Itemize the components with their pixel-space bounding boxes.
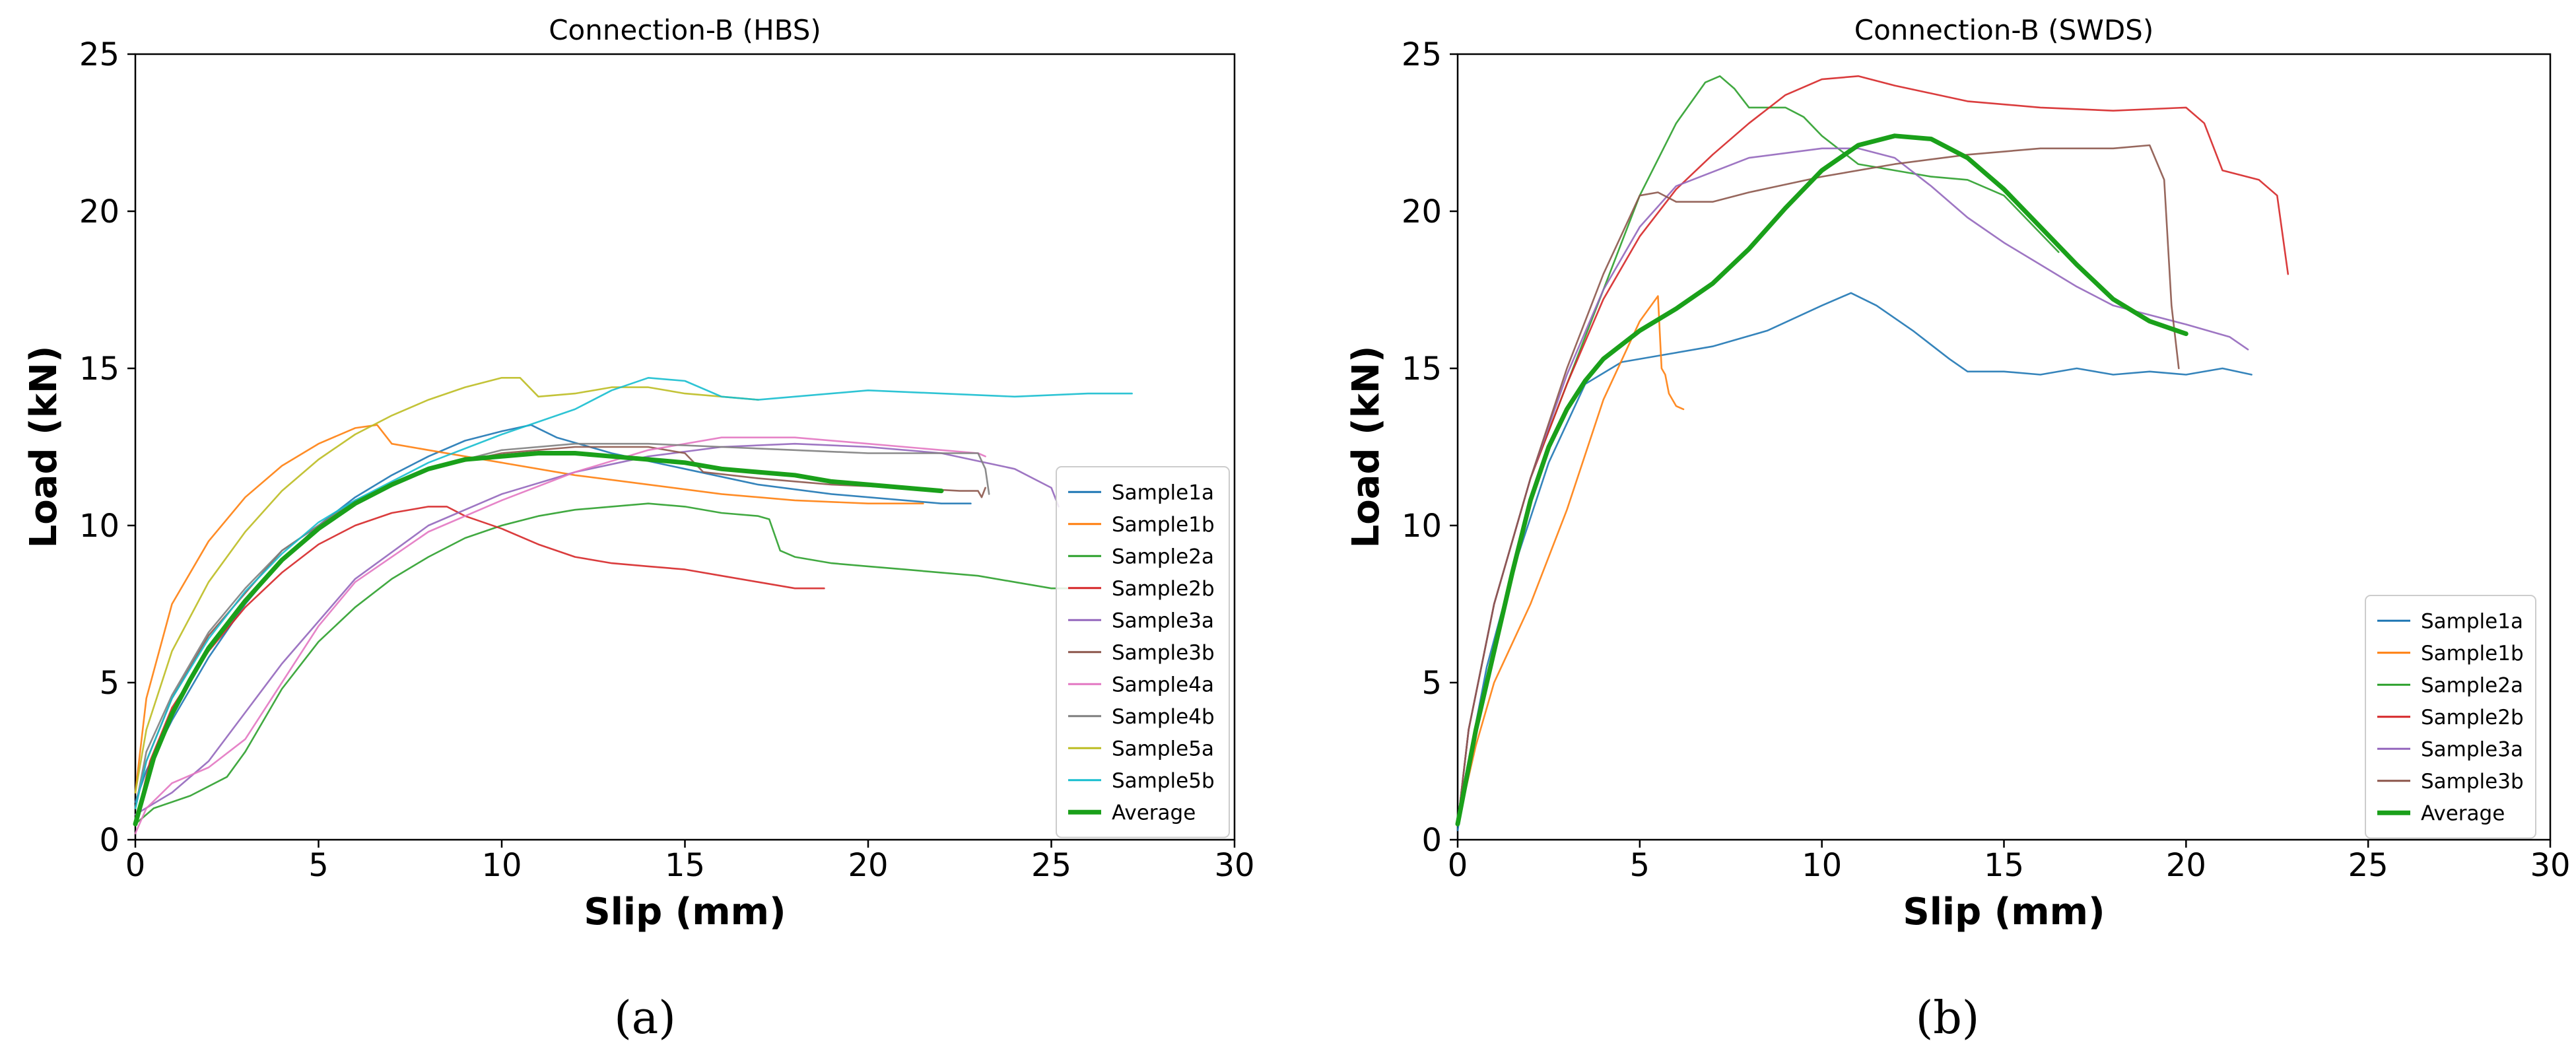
p0-legend-label: Sample5a (1112, 737, 1214, 761)
p0-legend-label: Sample4a (1112, 673, 1214, 696)
p0-series-line-sample3b (134, 446, 986, 809)
p1-x-tick-label: 0 (1448, 847, 1468, 884)
p1-panel-label: (b) (1916, 992, 1980, 1044)
p0-x-tick-label: 20 (848, 847, 888, 884)
p1-legend-label: Sample1a (2421, 609, 2523, 633)
p0-legend-label: Sample1b (1112, 513, 1215, 537)
p0-x-tick-label: 0 (125, 847, 146, 884)
p1-legend-label: Sample2b (2421, 706, 2524, 729)
p1-series-line-sample3b (1456, 144, 2180, 825)
p1-y-tick-label: 5 (1421, 665, 1442, 702)
p0-x-tick-label: 15 (665, 847, 705, 884)
p1-legend-box (2365, 595, 2536, 839)
p1-x-tick-label: 5 (1630, 847, 1650, 884)
p0-legend-label: Sample3b (1112, 641, 1215, 665)
p1-legend-label: Sample3a (2421, 737, 2523, 761)
p0-y-axis-label: Load (kN) (22, 346, 65, 549)
p1-x-tick-label: 20 (2166, 847, 2206, 884)
p0-x-tick-label: 25 (1031, 847, 1071, 884)
p0-x-tick-label: 5 (308, 847, 329, 884)
p0-series-line-sample4b (134, 442, 990, 809)
p1-series-line-sample2b (1456, 75, 2289, 825)
p0-series-line-sample3a (134, 442, 1060, 816)
p1-y-tick-label: 25 (1402, 36, 1442, 73)
p1-legend-label: Average (2421, 801, 2505, 825)
p1-y-tick-label: 20 (1402, 193, 1442, 230)
p0-panel-label: (a) (614, 992, 676, 1044)
p0-y-tick-label: 20 (79, 193, 119, 230)
p1-x-tick-label: 15 (1984, 847, 2024, 884)
p0-x-tick-label: 30 (1214, 847, 1254, 884)
p0-series-line-sample1b (134, 424, 924, 794)
p0-series-line-sample1a (134, 424, 972, 803)
p1-x-tick-label: 30 (2530, 847, 2570, 884)
p0-y-tick-label: 0 (99, 822, 119, 859)
p1-legend-label: Sample3b (2421, 770, 2524, 794)
p1-series-line-average (1455, 133, 2188, 827)
p0-legend-label: Sample5b (1112, 769, 1215, 793)
p0-x-axis-label: Slip (mm) (584, 891, 786, 933)
p0-chart-title: Connection-B (HBS) (549, 14, 821, 46)
p0-legend-label: Sample2b (1112, 577, 1215, 601)
p0-legend-label: Sample2a (1112, 545, 1214, 568)
p1-y-tick-label: 10 (1402, 508, 1442, 545)
p0-y-tick-label: 15 (79, 351, 119, 388)
p1-x-tick-label: 10 (1802, 847, 1842, 884)
p0-y-tick-label: 25 (79, 36, 119, 73)
p1-y-tick-label: 0 (1421, 822, 1442, 859)
p0-legend-box (1056, 466, 1230, 838)
p1-chart-title: Connection-B (SWDS) (1854, 14, 2153, 46)
p0-legend-label: Sample3a (1112, 609, 1214, 632)
p0-y-tick-label: 10 (79, 508, 119, 545)
p0-y-tick-label: 5 (99, 665, 119, 702)
p0-legend-label: Sample1a (1112, 481, 1214, 504)
p0-legend-label: Average (1112, 801, 1196, 825)
p1-x-tick-label: 25 (2348, 847, 2389, 884)
p0-series-line-sample5a (134, 376, 759, 794)
p0-series-line-sample4a (134, 436, 986, 834)
p0-x-tick-label: 10 (481, 847, 522, 884)
p0-series-line-average (133, 451, 944, 827)
p0-legend-label: Sample4b (1112, 705, 1215, 729)
p1-series-line-sample1a (1456, 292, 2253, 831)
p1-x-axis-label: Slip (mm) (1903, 891, 2105, 933)
p0-series-line-sample5b (134, 376, 1133, 809)
p1-legend-label: Sample1b (2421, 642, 2524, 665)
p1-y-tick-label: 15 (1402, 351, 1442, 388)
p1-series-line-sample1b (1456, 295, 1685, 825)
p0-series-line-sample2b (134, 506, 825, 825)
p1-legend-label: Sample2a (2421, 673, 2523, 697)
chart-panel-a: 0 5 10 15 20 25 30 0 5 10 15 20 25 Connection-B (HBS)… (22, 14, 1255, 1044)
p0-series-line-sample2a (134, 502, 1071, 825)
p1-y-axis-label: Load (kN) (1345, 346, 1388, 549)
chart-panel-b: 0 5 10 15 20 25 30 0 5 10 15 20 25 Connection-B (SWDS… (1345, 14, 2571, 1044)
